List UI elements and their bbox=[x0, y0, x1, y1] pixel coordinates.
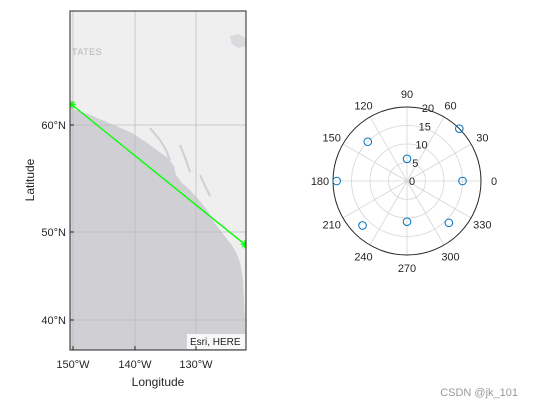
map-y-axis-label: Latitude bbox=[23, 158, 37, 201]
map-x-tick-labels: 150°W 140°W 130°W bbox=[56, 359, 213, 371]
polar-theta-tick-label: 270 bbox=[398, 263, 416, 275]
map-basemap: TATES bbox=[70, 11, 246, 350]
polar-r-tick-label: 10 bbox=[415, 140, 427, 152]
polar-theta-tick-label: 150 bbox=[322, 133, 340, 145]
map-axes: TATES Esri, HERE 150°W 140°W 130°W 60°N … bbox=[23, 10, 247, 389]
y-tick-label: 50°N bbox=[41, 227, 66, 239]
attribution-text: Esri, HERE bbox=[190, 337, 241, 348]
map-lake bbox=[230, 34, 246, 48]
polar-ring bbox=[351, 125, 463, 237]
route-layer bbox=[70, 100, 246, 249]
map-inlet bbox=[149, 127, 211, 197]
map-grid bbox=[70, 11, 246, 350]
polar-theta-tick-label: 30 bbox=[476, 133, 488, 145]
polar-data-point bbox=[402, 217, 412, 226]
polar-theta-tick-label: 0 bbox=[491, 176, 497, 188]
polar-theta-tick-label: 330 bbox=[473, 220, 491, 232]
map-x-axis-label: Longitude bbox=[132, 375, 185, 389]
x-tick-label: 150°W bbox=[56, 359, 90, 371]
route-line bbox=[71, 104, 246, 245]
polar-r-labels: 0 5 10 15 20 bbox=[409, 103, 434, 188]
polar-data-point bbox=[363, 137, 373, 147]
polar-theta-tick-label: 240 bbox=[354, 251, 372, 263]
map-y-tick-labels: 60°N 50°N 40°N bbox=[41, 120, 66, 327]
polar-theta-tick-label: 300 bbox=[441, 251, 459, 263]
polar-axes: 0 30 60 90 120 150 180 210 240 270 300 330 0 5 10 15 20 bbox=[311, 89, 497, 275]
polar-theta-tick-label: 180 bbox=[311, 176, 329, 188]
x-tick-label: 140°W bbox=[118, 359, 152, 371]
route-endpoint-marker bbox=[240, 240, 246, 249]
polar-r-tick-label: 15 bbox=[419, 121, 431, 133]
polar-points bbox=[332, 124, 467, 230]
polar-r-tick-label: 20 bbox=[422, 103, 434, 115]
polar-data-point bbox=[458, 176, 467, 186]
polar-theta-tick-label: 60 bbox=[444, 101, 456, 113]
polar-theta-tick-label: 210 bbox=[322, 220, 340, 232]
polar-theta-tick-label: 120 bbox=[354, 101, 372, 113]
polar-r-tick-label: 0 bbox=[409, 176, 415, 188]
polar-data-point bbox=[402, 154, 412, 164]
map-ocean bbox=[70, 108, 245, 350]
basemap-label: TATES bbox=[72, 47, 102, 57]
attribution-box bbox=[187, 334, 245, 349]
polar-data-point bbox=[444, 218, 454, 228]
polar-theta-tick-label: 90 bbox=[401, 89, 413, 101]
polar-data-point bbox=[332, 176, 342, 186]
y-tick-label: 40°N bbox=[41, 315, 66, 327]
map-ticks bbox=[70, 124, 197, 350]
polar-r-tick-label: 5 bbox=[412, 158, 418, 170]
watermark: CSDN @jk_101 bbox=[440, 387, 518, 399]
x-tick-label: 130°W bbox=[179, 359, 213, 371]
polar-data-point bbox=[455, 124, 464, 133]
map-frame bbox=[69, 10, 247, 351]
polar-data-point bbox=[358, 221, 367, 230]
y-tick-label: 60°N bbox=[41, 120, 66, 132]
